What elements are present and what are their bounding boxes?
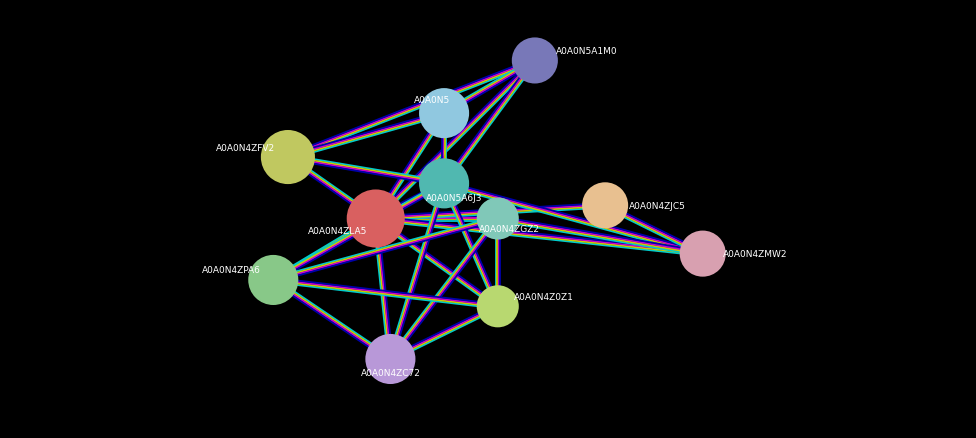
Circle shape [262,132,314,184]
Circle shape [512,39,557,83]
Text: A0A0N4ZC72: A0A0N4ZC72 [360,369,421,378]
Text: A0A0N4Z0Z1: A0A0N4Z0Z1 [513,292,574,301]
Text: A0A0N4ZFV2: A0A0N4ZFV2 [217,143,275,152]
Text: A0A0N4ZMW2: A0A0N4ZMW2 [722,250,787,258]
Circle shape [583,184,628,228]
Circle shape [420,160,468,208]
Text: A0A0N5A6J3: A0A0N5A6J3 [426,194,482,202]
Circle shape [347,191,404,247]
Text: A0A0N4ZJC5: A0A0N4ZJC5 [629,201,685,210]
Text: A0A0N4ZPA6: A0A0N4ZPA6 [202,266,261,275]
Circle shape [478,286,517,327]
Text: A0A0N4ZLA5: A0A0N4ZLA5 [308,226,367,236]
Circle shape [478,199,517,239]
Circle shape [249,256,298,304]
Text: A0A0N5A1M0: A0A0N5A1M0 [556,47,618,56]
Circle shape [680,232,725,276]
Circle shape [420,90,468,138]
Text: A0A0N5: A0A0N5 [414,95,450,104]
Circle shape [366,335,415,383]
Text: A0A0N4ZGZ2: A0A0N4ZGZ2 [479,225,541,233]
